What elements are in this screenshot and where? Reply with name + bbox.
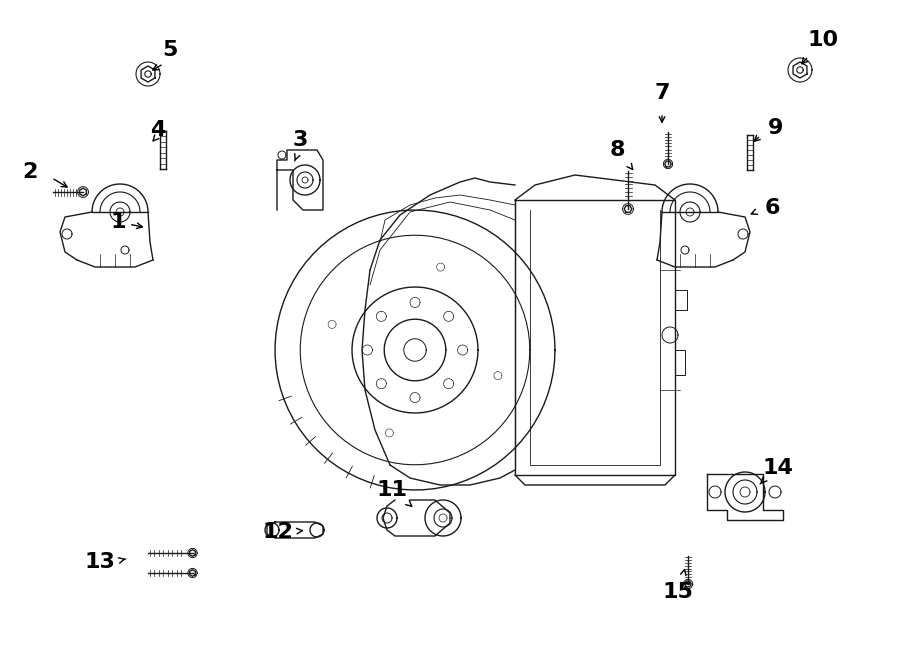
Text: 7: 7	[654, 83, 670, 103]
Text: 12: 12	[263, 522, 293, 542]
Text: 15: 15	[662, 582, 693, 602]
Text: 6: 6	[764, 198, 779, 218]
Text: 14: 14	[762, 458, 794, 478]
Text: 1: 1	[110, 212, 126, 232]
Text: 4: 4	[150, 120, 166, 140]
Text: 11: 11	[376, 480, 408, 500]
Text: 10: 10	[807, 30, 839, 50]
Text: 9: 9	[769, 118, 784, 138]
Text: 2: 2	[22, 162, 38, 182]
Text: 5: 5	[162, 40, 177, 60]
Text: 13: 13	[85, 552, 115, 572]
Text: 3: 3	[292, 130, 308, 150]
Text: 8: 8	[609, 140, 625, 160]
